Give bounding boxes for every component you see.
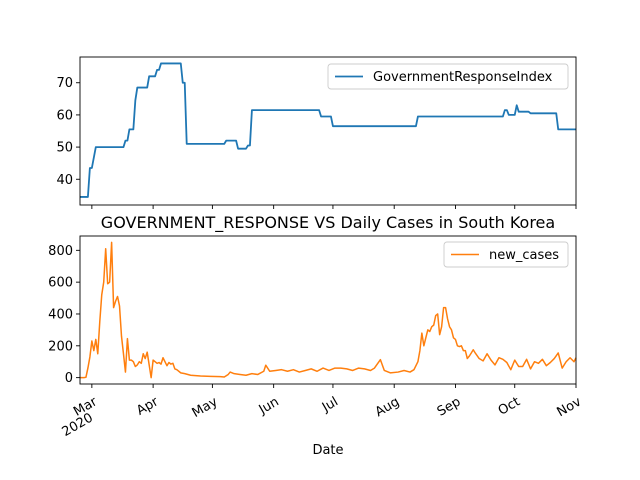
y-tick-label: 40 <box>56 173 73 188</box>
top-x-axis <box>91 205 577 209</box>
y-tick-label: 400 <box>48 307 73 322</box>
y-tick-label: 50 <box>56 141 73 156</box>
new-cases-line <box>80 241 577 379</box>
chart-title: GOVERNMENT_RESPONSE VS Daily Cases in So… <box>101 213 555 233</box>
y-tick-label: 0 <box>65 371 73 386</box>
top-legend: GovernmentResponseIndex <box>327 63 569 90</box>
y-tick-label: 200 <box>48 339 73 354</box>
top-axes-frame <box>79 56 577 206</box>
y-tick-label: 70 <box>56 76 73 91</box>
bottom-legend-box <box>443 241 569 268</box>
government-response-line <box>80 62 576 198</box>
y-tick-label: 600 <box>48 276 73 291</box>
x-axis-title: Date <box>312 443 343 458</box>
top-legend-box <box>327 63 569 90</box>
top-legend-label: GovernmentResponseIndex <box>373 70 553 85</box>
bottom-axes-frame <box>79 235 577 385</box>
y-tick-label: 60 <box>56 108 73 123</box>
bottom-legend-label: new_cases <box>489 248 559 263</box>
top-y-axis: 40 50 60 70 <box>56 76 80 188</box>
y-tick-label: 800 <box>48 244 73 259</box>
x-tick-label: Jul <box>319 394 341 415</box>
top-panel: 40 50 60 70 GovernmentResponseIndex <box>56 56 577 209</box>
bottom-legend: new_cases <box>443 241 569 268</box>
bottom-y-axis: 0 200 400 600 800 <box>48 244 80 386</box>
